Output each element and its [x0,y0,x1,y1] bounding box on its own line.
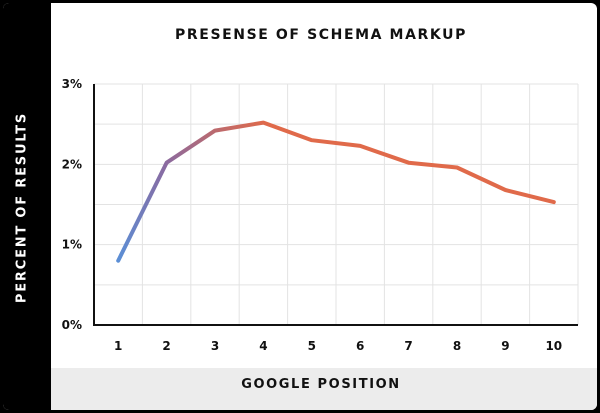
series [116,120,556,263]
x-tick-label: 4 [259,339,267,353]
y-tick-label: 1% [62,238,82,252]
data-point [261,121,265,125]
x-tick-label: 10 [545,339,562,353]
x-axis-title: GOOGLE POSITION [241,377,401,392]
data-point [358,144,362,148]
data-point [116,259,120,263]
x-tick-label: 1 [114,339,122,353]
axes [93,84,578,326]
series-line [116,120,556,263]
data-point [455,166,459,170]
y-tick-label: 0% [62,318,82,332]
data-point [165,161,169,165]
x-tick-label: 5 [308,339,316,353]
data-point [407,161,411,165]
data-point [552,200,556,204]
chart-panel [3,3,597,410]
grid-lines [93,83,579,325]
x-tick-label: 3 [211,339,219,353]
x-tick-label: 6 [356,339,364,353]
x-tick-label: 9 [501,339,509,353]
data-point [310,138,314,142]
chart-title: PRESENSE OF SCHEMA MARKUP [175,27,467,43]
data-point [213,129,217,133]
x-tick-label: 8 [453,339,461,353]
x-tick-label: 2 [162,339,170,353]
y-tick-label: 2% [62,157,82,171]
x-tick-label: 7 [404,339,412,353]
x-tick-labels: 1 2 3 4 5 6 7 8 9 10 [114,339,562,353]
y-tick-labels: 0% 1% 2% 3% [62,77,82,332]
y-axis-band [3,3,51,410]
x-axis-band [51,368,597,410]
data-point [503,188,507,192]
y-tick-label: 3% [62,77,82,91]
